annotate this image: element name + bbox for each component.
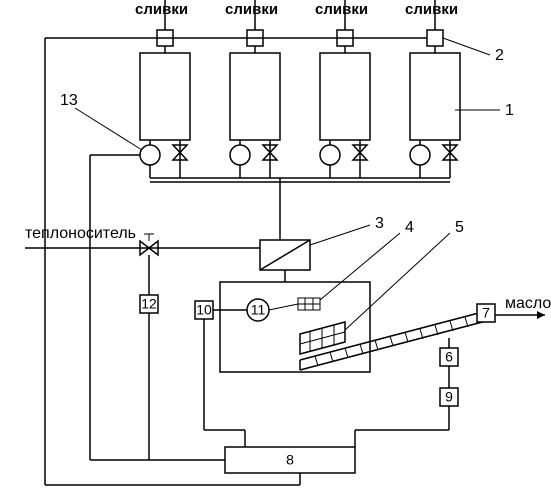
- num-6: 6: [445, 349, 453, 365]
- num-2: 2: [495, 47, 504, 64]
- label-teplo: теплоноситель: [25, 225, 136, 242]
- num-3: 3: [375, 215, 384, 232]
- num-4: 4: [405, 219, 414, 236]
- heat-valve: [140, 234, 158, 255]
- num-13: 13: [60, 92, 78, 109]
- num-10: 10: [196, 302, 212, 318]
- heat-exchanger: [260, 240, 310, 270]
- label-slivki-4: сливки: [405, 1, 458, 18]
- num-1: 1: [505, 102, 514, 119]
- tank-3: [320, 0, 370, 178]
- process-vessel: [220, 282, 370, 372]
- process-diagram: сливки сливки сливки сливки теплоносител…: [0, 0, 551, 500]
- num-9: 9: [445, 389, 453, 405]
- label-slivki-3: сливки: [315, 1, 368, 18]
- label-slivki-2: сливки: [225, 1, 278, 18]
- tank-4: [410, 0, 460, 178]
- num-12: 12: [141, 296, 157, 312]
- num-11: 11: [251, 302, 266, 318]
- label-slivki-1: сливки: [135, 1, 188, 18]
- tank-2: [230, 0, 280, 178]
- arrow-icon: [537, 311, 545, 319]
- tank-1: [140, 0, 190, 178]
- label-maslo: масло: [505, 295, 551, 312]
- num-7: 7: [482, 305, 490, 321]
- num-5: 5: [455, 219, 464, 236]
- num-8: 8: [286, 452, 294, 468]
